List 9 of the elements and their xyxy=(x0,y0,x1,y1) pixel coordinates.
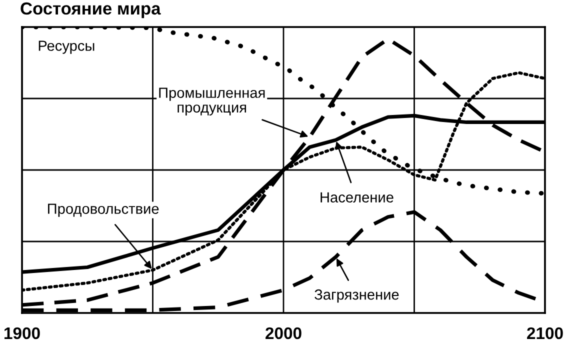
x-tick-label: 2100 xyxy=(527,327,563,340)
x-tick-label: 1900 xyxy=(4,327,40,340)
annotation: Загрязнение xyxy=(314,289,399,303)
chart-title: Состояние мира xyxy=(20,2,161,18)
annotation: Промышленная продукция xyxy=(159,88,265,116)
x-tick-label: 2000 xyxy=(266,327,302,340)
annotation: Население xyxy=(320,192,394,203)
annotation: Продовольствие xyxy=(48,204,159,217)
annotation: Ресурсы xyxy=(38,40,94,54)
